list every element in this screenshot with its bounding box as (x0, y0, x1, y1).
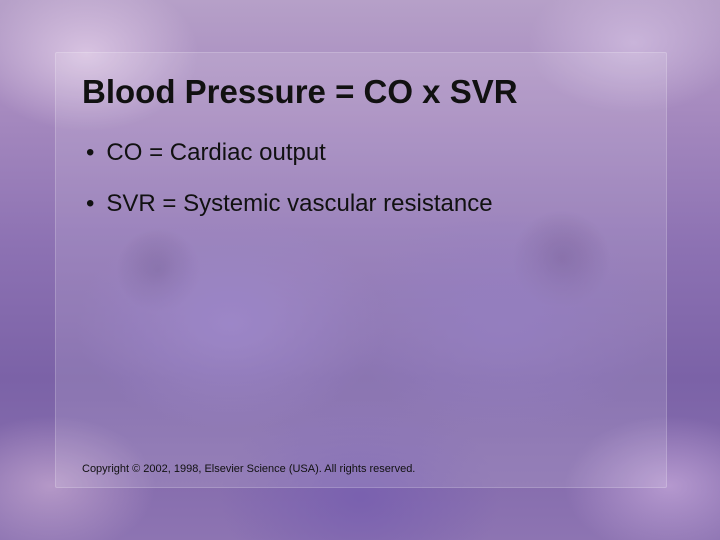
copyright-text: Copyright © 2002, 1998, Elsevier Science… (82, 463, 415, 475)
bullet-text: CO = Cardiac output (106, 139, 325, 167)
bullet-text: SVR = Systemic vascular resistance (106, 190, 492, 218)
slide-title: Blood Pressure = CO x SVR (82, 73, 640, 111)
list-item: SVR = Systemic vascular resistance (86, 190, 640, 219)
slide-frame: Blood Pressure = CO x SVR CO = Cardiac o… (0, 0, 720, 540)
list-item: CO = Cardiac output (86, 139, 640, 168)
content-panel: Blood Pressure = CO x SVR CO = Cardiac o… (55, 52, 667, 488)
bullet-list: CO = Cardiac output SVR = Systemic vascu… (82, 139, 640, 219)
